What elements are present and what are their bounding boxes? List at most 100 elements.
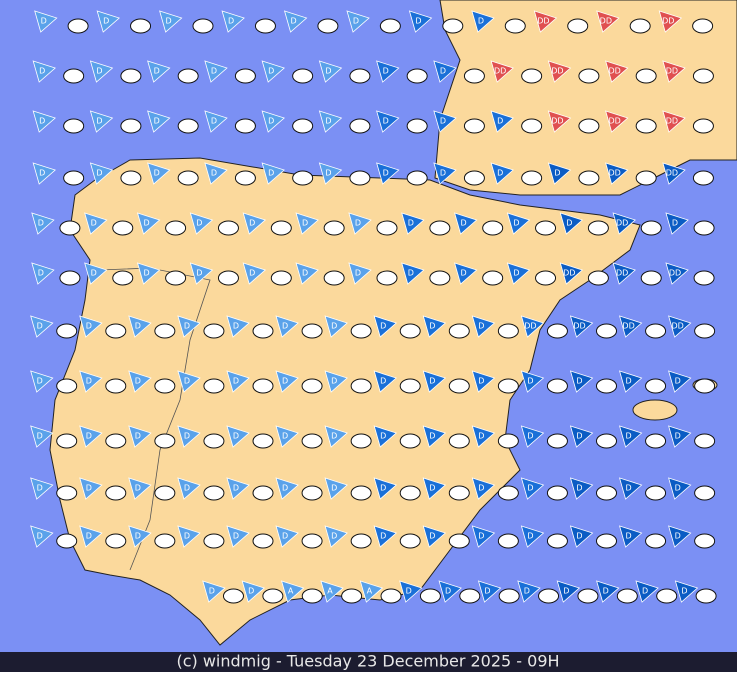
- station: [63, 68, 85, 84]
- station: [497, 378, 519, 394]
- wind-arrow: [674, 580, 699, 603]
- wind-label: D: [406, 587, 412, 596]
- station: [349, 170, 371, 186]
- wind-arrow: [618, 370, 643, 393]
- station: [120, 170, 142, 186]
- wind-arrow: [490, 110, 514, 133]
- wind-arrow: [295, 212, 319, 235]
- wind-label: D: [39, 67, 45, 76]
- wind-arrow: [346, 10, 370, 33]
- wind-arrow: [348, 262, 372, 285]
- station: [203, 533, 225, 549]
- station: [399, 533, 421, 549]
- wind-arrow: [399, 580, 423, 603]
- station: [635, 170, 657, 186]
- wind-arrow: [275, 370, 299, 393]
- wind-arrow: [618, 425, 643, 448]
- wind-label: D: [478, 322, 484, 331]
- station: [350, 485, 372, 501]
- wind-arrow: [96, 10, 120, 33]
- wind-label: D: [331, 432, 337, 441]
- station: [154, 323, 176, 339]
- wind-arrow: [373, 477, 398, 500]
- wind-arrow: [605, 110, 629, 133]
- wind-arrow: [318, 162, 343, 185]
- wind-label: D: [461, 219, 467, 228]
- wind-label: D: [408, 219, 414, 228]
- station: [177, 68, 199, 84]
- wind-arrow: [471, 525, 496, 548]
- wind-arrow: [84, 212, 108, 235]
- wind-arrow: [635, 580, 659, 603]
- station: [694, 533, 716, 549]
- wind-arrow: [79, 425, 103, 448]
- wind-arrow: [662, 110, 686, 133]
- station: [645, 485, 667, 501]
- wind-label: D: [290, 17, 296, 26]
- wind-label: D: [268, 67, 274, 76]
- wind-arrow: [242, 212, 267, 235]
- wind-label: D: [209, 587, 215, 596]
- wind-arrow: [159, 10, 183, 33]
- wind-label: D: [184, 322, 190, 331]
- wind-label: DD: [622, 322, 634, 331]
- wind-arrow: [89, 110, 114, 133]
- wind-arrow: [275, 425, 299, 448]
- wind-arrow: [490, 162, 514, 185]
- wind-arrow: [324, 315, 348, 338]
- station: [463, 118, 485, 134]
- wind-label: D: [429, 432, 435, 441]
- wind-arrow: [283, 10, 308, 33]
- wind-arrow: [89, 60, 114, 83]
- wind-arrow: [506, 212, 531, 235]
- wind-arrow: [89, 162, 114, 185]
- wind-arrow: [280, 580, 305, 603]
- wind-label: D: [282, 322, 288, 331]
- station: [635, 68, 657, 84]
- wind-arrow: [401, 212, 425, 235]
- wind-arrow: [128, 370, 152, 393]
- wind-arrow: [605, 162, 629, 185]
- wind-label: D: [642, 587, 648, 596]
- station: [350, 433, 372, 449]
- wind-label: D: [37, 432, 43, 441]
- wind-label: DD: [666, 67, 678, 76]
- wind-label: D: [38, 269, 44, 278]
- station: [56, 323, 78, 339]
- wind-arrow: [559, 262, 584, 285]
- wind-label: D: [135, 377, 141, 386]
- station: [192, 18, 214, 34]
- wind-arrow: [422, 425, 447, 448]
- station: [112, 270, 134, 286]
- wind-arrow: [569, 525, 594, 548]
- station: [67, 18, 89, 34]
- station: [217, 270, 239, 286]
- wind-arrow: [204, 60, 228, 83]
- wind-arrow: [520, 370, 545, 393]
- wind-label: D: [383, 117, 389, 126]
- station: [154, 433, 176, 449]
- wind-label: D: [625, 484, 631, 493]
- wind-label: D: [184, 377, 190, 386]
- wind-label: D: [86, 432, 92, 441]
- wind-arrow: [261, 162, 285, 185]
- wind-arrow: [506, 262, 531, 285]
- wind-label: D: [268, 169, 274, 178]
- station: [463, 170, 485, 186]
- wind-label: D: [478, 532, 484, 541]
- wind-arrow: [471, 315, 496, 338]
- wind-symbols: D D D D D D D D DD DD DDD D D D D D D D DD DD DD DDD D D D D D D D D D…: [30, 10, 717, 604]
- station: [59, 220, 81, 236]
- station: [577, 588, 599, 604]
- station: [521, 68, 543, 84]
- wind-label: D: [681, 587, 687, 596]
- wind-arrow: [490, 60, 514, 83]
- station: [406, 118, 428, 134]
- wind-arrow: [226, 370, 250, 393]
- wind-label: D: [355, 219, 361, 228]
- wind-arrow: [226, 315, 250, 338]
- wind-label: D: [325, 169, 331, 178]
- wind-arrow: [556, 580, 581, 603]
- wind-label: D: [91, 269, 97, 278]
- wind-label: D: [380, 432, 386, 441]
